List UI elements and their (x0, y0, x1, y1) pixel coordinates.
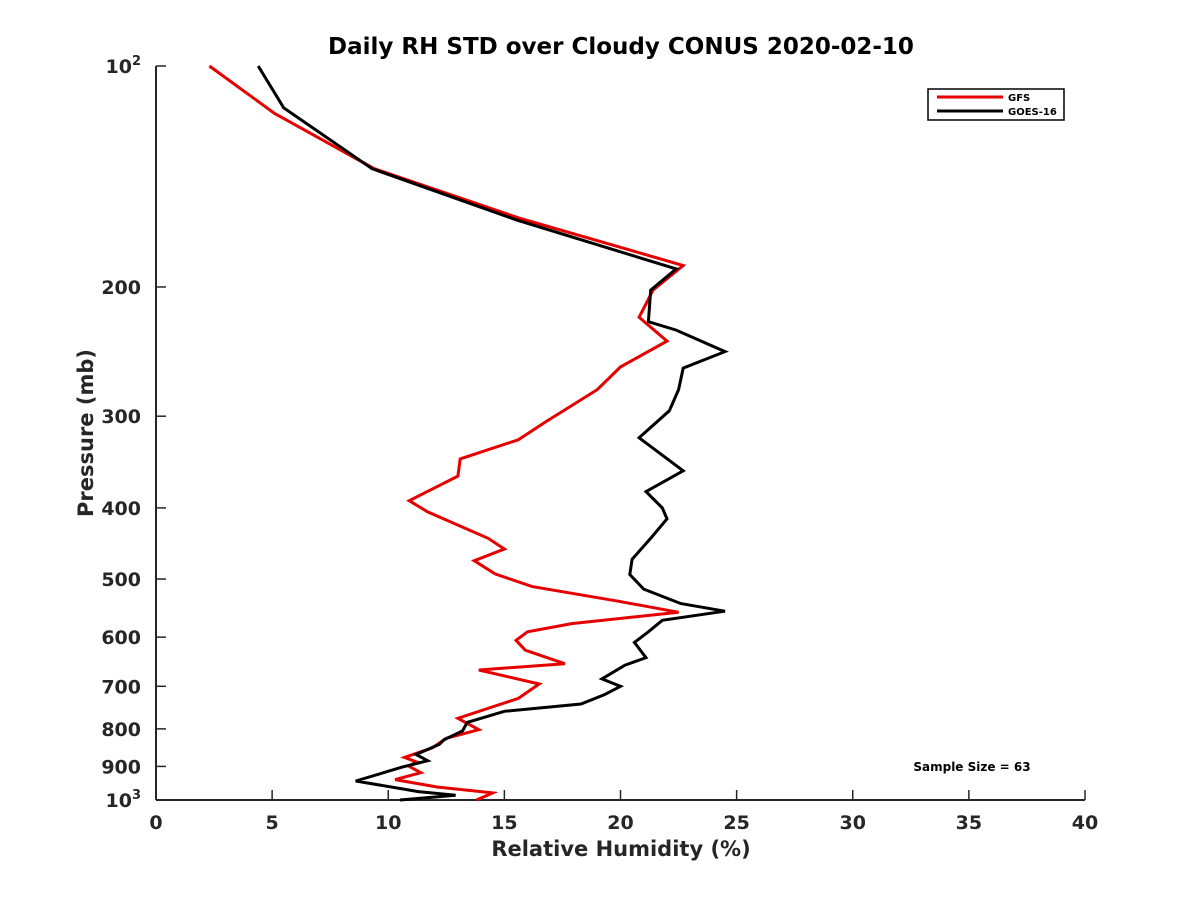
legend: GFS GOES-16 (927, 88, 1065, 121)
y-tick-label: 200 (101, 277, 141, 299)
x-tick-label: 30 (840, 812, 866, 834)
x-tick-label: 40 (1072, 812, 1098, 834)
series-layer (208, 64, 729, 802)
y-tick-label: 800 (101, 719, 141, 741)
axes: 0 5 10 15 20 25 30 35 40 102 200 300 400 500 600 700 800… (101, 54, 1098, 834)
y-tick-label: 103 (106, 788, 142, 812)
legend-label-goes16: GOES-16 (1008, 107, 1057, 118)
x-tick-label: 5 (266, 812, 279, 834)
series-line-goes16 (256, 65, 729, 802)
x-tick-label: 0 (149, 812, 162, 834)
y-tick-label: 700 (101, 676, 141, 698)
legend-label-gfs: GFS (1008, 93, 1030, 104)
sample-size-annotation: Sample Size = 63 (913, 760, 1030, 774)
x-tick-label: 15 (491, 812, 517, 834)
x-axis-label: Relative Humidity (%) (491, 837, 750, 861)
x-tick-label: 35 (956, 812, 982, 834)
x-tick-label: 10 (375, 812, 401, 834)
x-tick-label: 20 (607, 812, 633, 834)
x-tick-label: 25 (723, 812, 749, 834)
y-tick-label: 500 (101, 569, 141, 591)
series-line-gfs (208, 64, 687, 802)
y-tick-label: 102 (106, 54, 142, 78)
y-tick-label: 900 (101, 756, 141, 778)
chart-title: Daily RH STD over Cloudy CONUS 2020-02-1… (328, 34, 914, 60)
legend-box (927, 88, 1065, 121)
y-axis-label: Pressure (mb) (74, 349, 98, 517)
y-tick-label: 300 (101, 406, 141, 428)
y-tick-label: 400 (101, 498, 141, 520)
y-tick-label: 600 (101, 627, 141, 649)
